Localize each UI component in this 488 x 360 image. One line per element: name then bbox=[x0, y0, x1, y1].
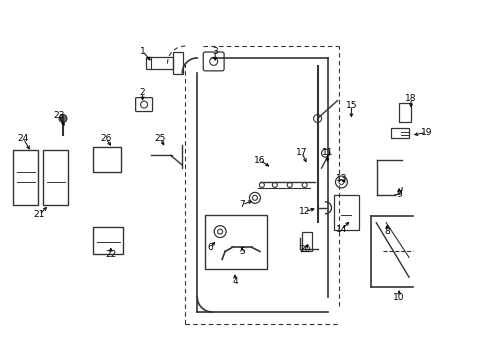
Text: 6: 6 bbox=[207, 243, 213, 252]
Text: 26: 26 bbox=[100, 134, 111, 143]
Text: 4: 4 bbox=[232, 277, 237, 286]
Bar bbox=[398, 103, 410, 122]
Text: 8: 8 bbox=[384, 227, 389, 236]
Bar bbox=[205, 215, 266, 269]
Text: 23: 23 bbox=[53, 111, 64, 120]
Text: 24: 24 bbox=[18, 134, 29, 143]
Text: 16: 16 bbox=[254, 156, 265, 165]
Text: 12: 12 bbox=[298, 207, 310, 216]
Text: 22: 22 bbox=[105, 250, 116, 259]
Text: 10: 10 bbox=[392, 293, 404, 302]
Bar bbox=[93, 147, 121, 172]
Text: 3: 3 bbox=[212, 46, 218, 55]
Bar bbox=[390, 129, 408, 138]
Text: 11: 11 bbox=[321, 148, 333, 157]
Text: 5: 5 bbox=[239, 247, 244, 256]
Bar bbox=[334, 195, 359, 230]
Text: 2: 2 bbox=[140, 88, 145, 97]
Text: 7: 7 bbox=[239, 200, 244, 209]
Text: 21: 21 bbox=[33, 210, 45, 219]
Text: 25: 25 bbox=[155, 134, 166, 143]
Text: 9: 9 bbox=[395, 190, 401, 199]
Bar bbox=[173, 52, 183, 74]
Bar bbox=[93, 227, 122, 255]
Text: 13: 13 bbox=[335, 174, 346, 183]
Text: 14: 14 bbox=[335, 225, 346, 234]
Text: 18: 18 bbox=[405, 94, 416, 103]
Circle shape bbox=[59, 114, 67, 122]
Text: 15: 15 bbox=[345, 101, 356, 110]
Text: 1: 1 bbox=[140, 46, 145, 55]
Text: 17: 17 bbox=[295, 148, 307, 157]
Bar bbox=[145, 57, 173, 69]
Text: 19: 19 bbox=[420, 128, 432, 137]
Bar bbox=[13, 150, 38, 205]
Text: 20: 20 bbox=[298, 245, 310, 254]
Bar bbox=[301, 231, 311, 251]
Bar bbox=[43, 150, 68, 205]
